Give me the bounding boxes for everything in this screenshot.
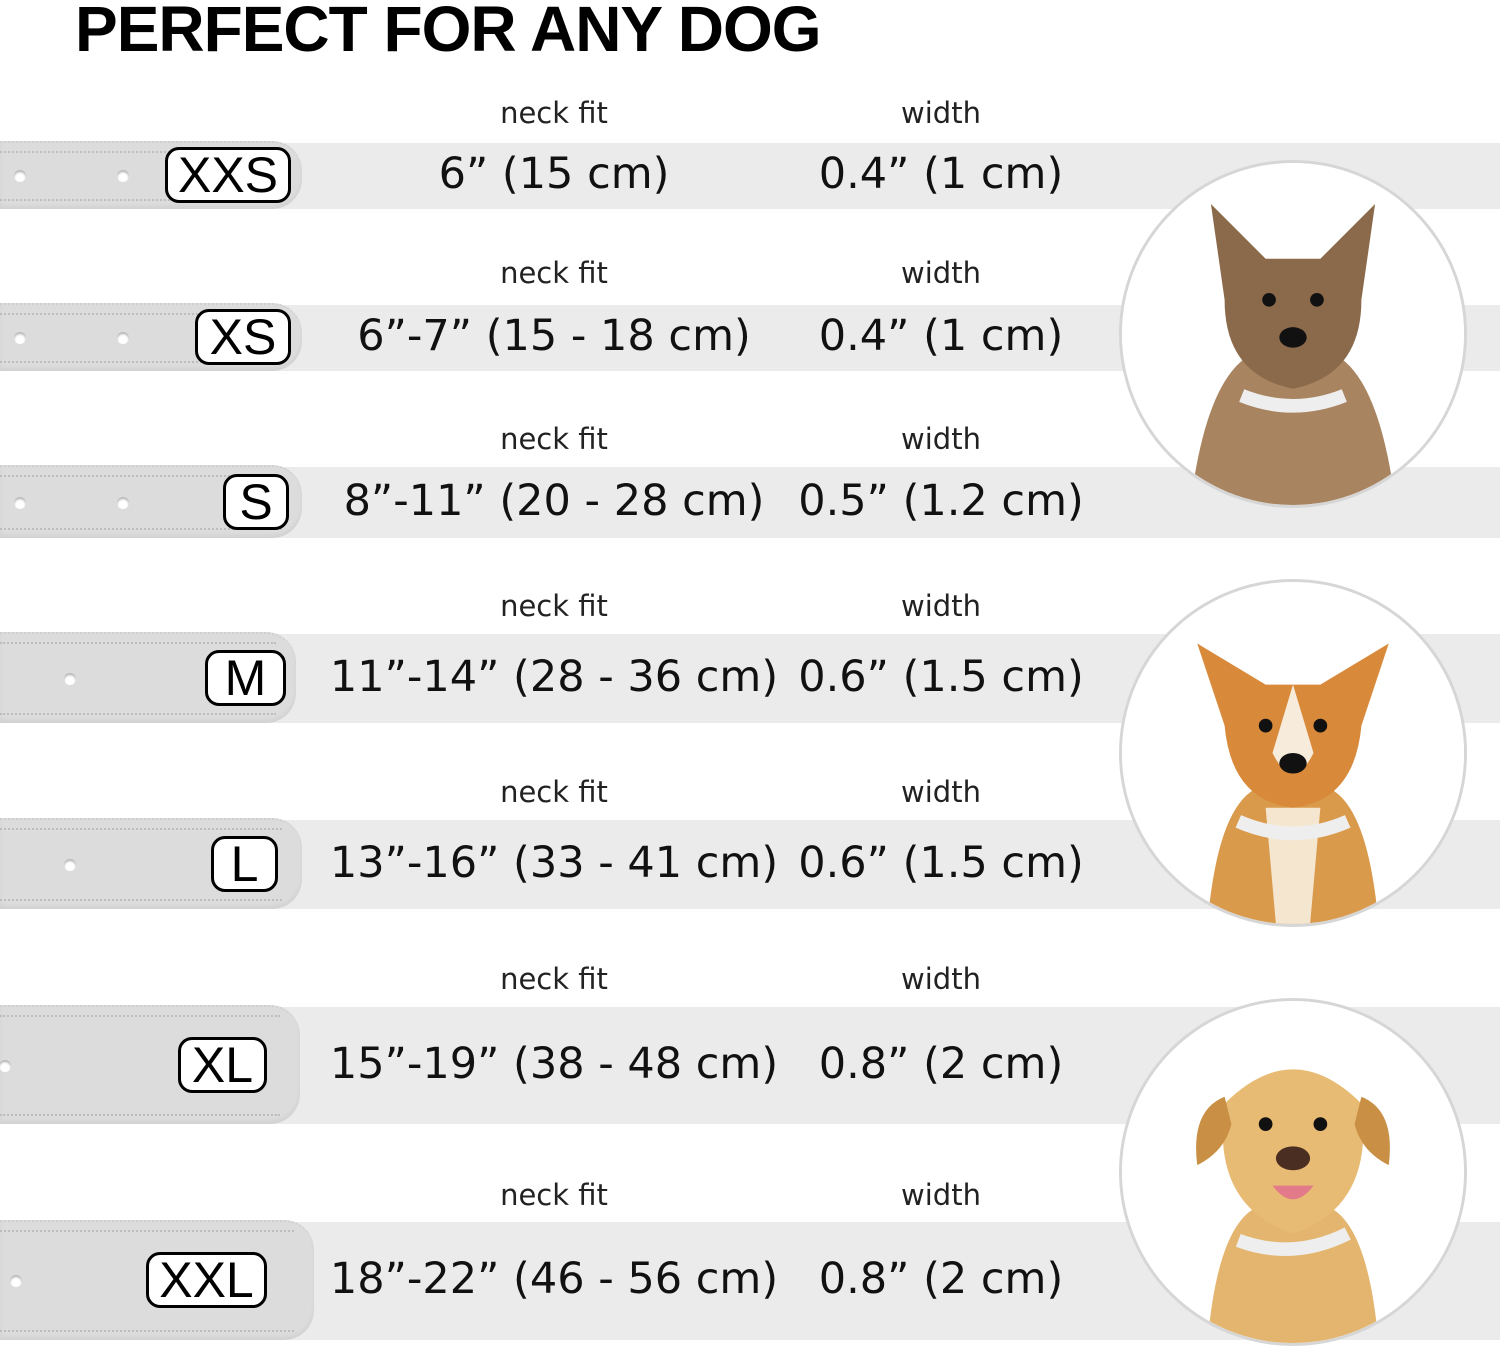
size-badge: XXS [165,147,291,203]
collar-hole [14,332,26,344]
collar-hole [117,496,129,509]
neck-fit-label: neck fit [500,589,608,623]
width-value: 0.8” (2 cm) [818,1038,1064,1089]
collar-hole [64,672,76,685]
width-value: 0.6” (1.5 cm) [798,837,1084,888]
width-value: 0.5” (1.2 cm) [798,475,1084,526]
width-label: width [901,962,981,996]
size-badge: XL [178,1036,267,1093]
size-badge: XS [195,309,291,365]
collar-hole [14,170,26,182]
width-label: width [901,422,981,456]
collar-hole [64,858,76,871]
width-value: 0.4” (1 cm) [818,311,1064,361]
collar-hole [14,496,26,509]
neck-fit-label: neck fit [500,962,608,996]
width-label: width [901,96,981,130]
neck-fit-value: 18”-22” (46 - 56 cm) [329,1254,779,1304]
width-value: 0.8” (2 cm) [818,1254,1064,1304]
neck-fit-label: neck fit [500,256,608,290]
width-label: width [901,256,981,290]
neck-fit-value: 8”-11” (20 - 28 cm) [343,475,765,526]
width-value: 0.4” (1 cm) [818,149,1064,199]
labrador-dog-photo [1119,998,1467,1346]
neck-fit-label: neck fit [500,1178,608,1212]
collar-hole [0,1059,11,1072]
collar-hole [117,170,129,182]
neck-fit-value: 6” (15 cm) [438,149,670,199]
neck-fit-value: 13”-16” (33 - 41 cm) [329,837,779,888]
size-badge: M [205,649,286,706]
small-terrier-dog-photo [1119,160,1467,508]
page-title: PERFECT FOR ANY DOG [75,0,821,65]
neck-fit-label: neck fit [500,775,608,809]
collar-hole [117,332,129,344]
width-value: 0.6” (1.5 cm) [798,651,1084,702]
neck-fit-label: neck fit [500,422,608,456]
neck-fit-value: 6”-7” (15 - 18 cm) [357,311,751,361]
width-label: width [901,589,981,623]
neck-fit-value: 11”-14” (28 - 36 cm) [329,651,779,702]
collar-hole [10,1275,22,1287]
width-label: width [901,1178,981,1212]
size-badge: XXL [146,1252,267,1308]
neck-fit-value: 15”-19” (38 - 48 cm) [329,1038,779,1089]
width-label: width [901,775,981,809]
size-badge: L [211,835,278,892]
corgi-dog-photo [1119,579,1467,927]
size-badge: S [223,473,289,530]
neck-fit-label: neck fit [500,96,608,130]
